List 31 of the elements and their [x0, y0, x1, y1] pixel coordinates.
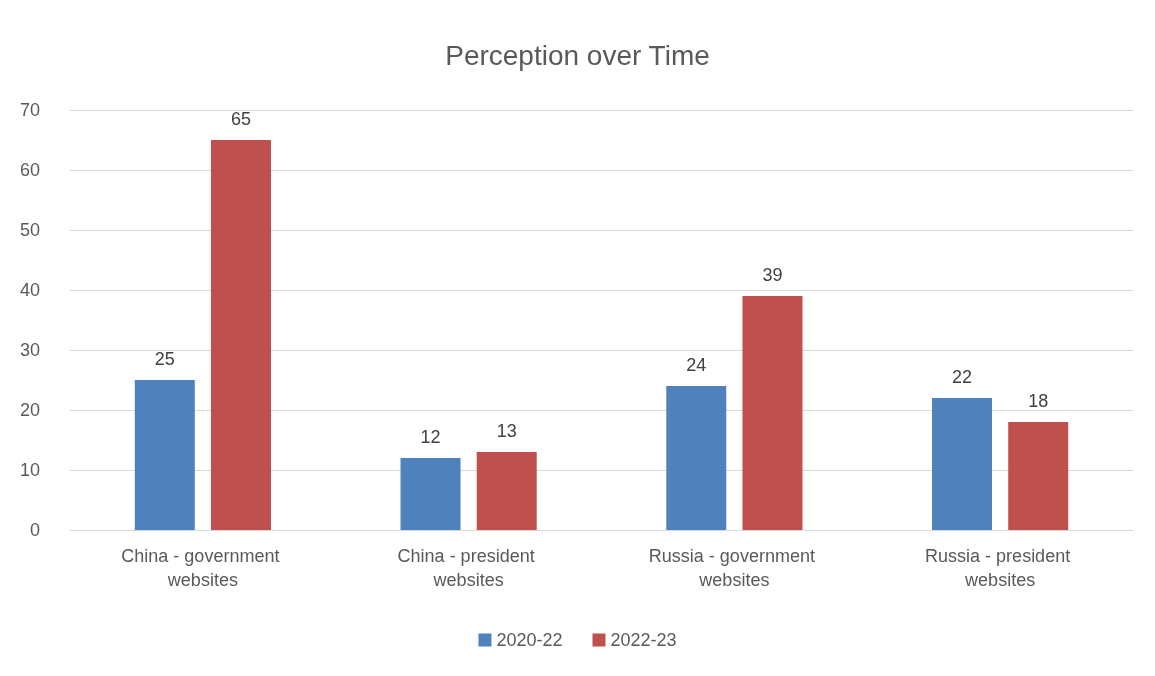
y-tick-label: 30	[19, 340, 40, 360]
data-label: 65	[230, 109, 251, 129]
data-label: 13	[496, 421, 517, 441]
y-tick-label: 0	[29, 520, 40, 540]
y-tick-label: 60	[19, 160, 40, 180]
bar	[742, 296, 803, 530]
x-tick-label: China - government websites	[121, 546, 285, 590]
x-tick-label: China - president websites	[397, 546, 540, 590]
bar	[476, 452, 537, 530]
bar	[1008, 422, 1069, 530]
data-label: 24	[686, 355, 707, 375]
bar	[400, 458, 461, 530]
legend-label: 2020-22	[496, 630, 563, 650]
bar	[666, 386, 727, 530]
y-tick-label: 70	[19, 100, 40, 120]
y-tick-label: 20	[19, 400, 40, 420]
x-tick-label: Russia - government websites	[648, 546, 820, 590]
bar	[210, 140, 271, 530]
legend-label: 2022-23	[610, 630, 677, 650]
y-tick-label: 50	[19, 220, 40, 240]
x-tick-label: Russia - president websites	[925, 546, 1076, 590]
data-label: 25	[154, 349, 175, 369]
data-label: 18	[1028, 391, 1049, 411]
data-label: 12	[420, 427, 441, 447]
y-tick-label: 40	[19, 280, 40, 300]
chart-title: Perception over Time	[445, 39, 710, 71]
y-tick-label: 10	[19, 460, 40, 480]
bar	[932, 398, 993, 530]
bar	[134, 380, 195, 530]
data-label: 22	[952, 367, 973, 387]
data-label: 39	[762, 265, 783, 285]
